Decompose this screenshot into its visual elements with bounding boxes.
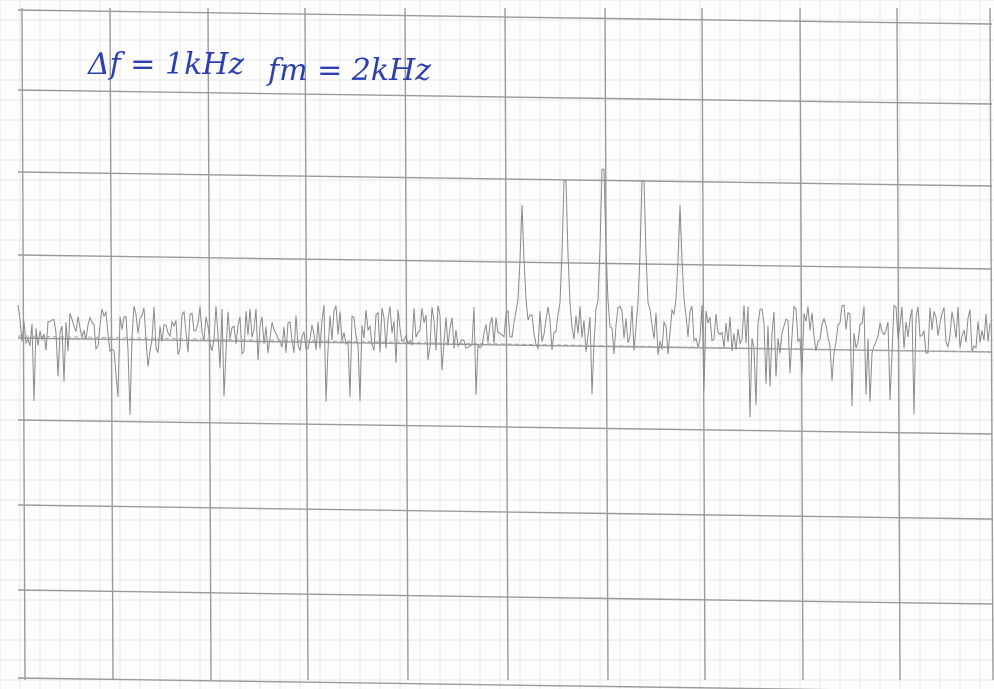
grid-line: [17, 589, 993, 605]
spectrum-trace: [17, 168, 991, 418]
screen-grid: [17, 7, 994, 689]
grid-line: [896, 7, 901, 681]
grid-line: [17, 89, 993, 105]
grid-line: [604, 7, 609, 681]
grid-line: [17, 9, 993, 25]
grid-line: [701, 7, 706, 681]
grid-line: [207, 7, 212, 681]
grid-line: [504, 7, 509, 681]
grid-line: [17, 419, 993, 435]
grid-line: [21, 7, 26, 681]
grid-line: [989, 7, 994, 681]
annotation-fm: fm = 2kHz: [266, 53, 431, 88]
grid-line: [17, 504, 993, 520]
grid-line: [17, 171, 993, 187]
grid-line: [304, 7, 309, 681]
baseline: [17, 335, 991, 353]
grid-line: [109, 7, 114, 681]
grid-line: [17, 254, 993, 270]
grid-line: [17, 677, 832, 689]
annotation-delta-f: Δf = 1kHz: [87, 47, 244, 82]
grid-line: [799, 7, 804, 681]
